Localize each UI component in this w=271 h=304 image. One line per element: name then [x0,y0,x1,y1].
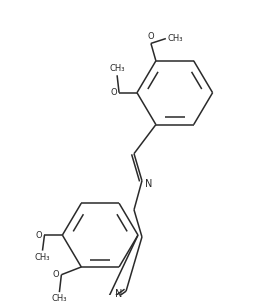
Text: CH₃: CH₃ [35,253,50,261]
Text: CH₃: CH₃ [52,294,67,303]
Text: O: O [111,88,117,97]
Text: O: O [36,231,43,240]
Text: O: O [148,33,154,41]
Text: CH₃: CH₃ [109,64,125,73]
Text: CH₃: CH₃ [168,34,183,43]
Text: O: O [53,270,59,279]
Text: N: N [145,179,152,189]
Text: N: N [115,289,122,299]
